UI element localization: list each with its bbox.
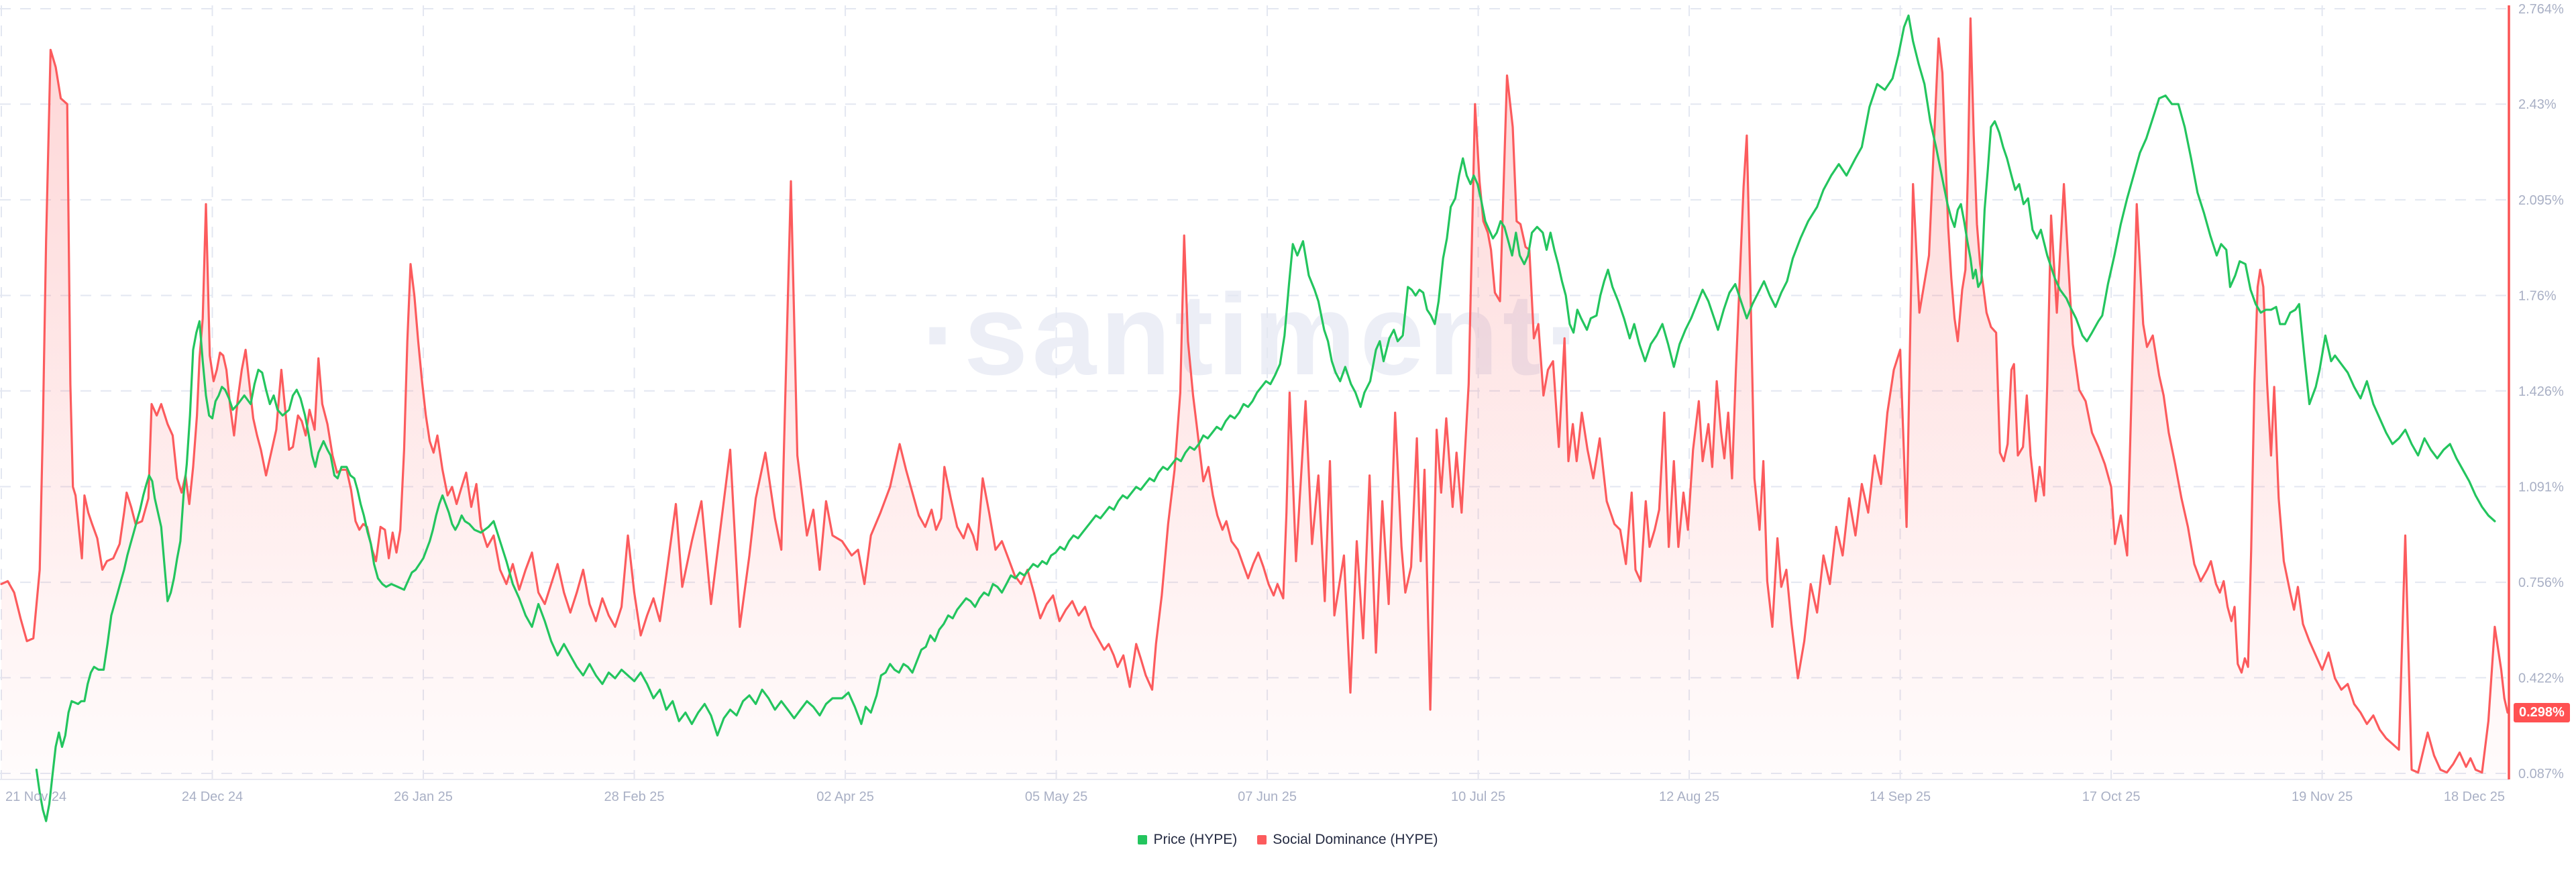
svg-text:0.087%: 0.087%	[2518, 767, 2564, 781]
svg-text:12 Aug 25: 12 Aug 25	[1659, 789, 1719, 804]
legend: Price (HYPE) Social Dominance (HYPE)	[0, 832, 2576, 848]
legend-label-price: Price (HYPE)	[1153, 832, 1238, 847]
svg-text:2.43%: 2.43%	[2518, 97, 2557, 112]
current-value-badge: 0.298%	[2514, 703, 2570, 723]
social-dominance-series-swatch-icon	[1257, 835, 1267, 844]
svg-text:1.091%: 1.091%	[2518, 480, 2564, 494]
svg-text:24 Dec 24: 24 Dec 24	[182, 789, 243, 804]
legend-item-price[interactable]: Price (HYPE)	[1138, 832, 1237, 848]
price-series-swatch-icon	[1138, 835, 1148, 844]
legend-label-social-dominance: Social Dominance (HYPE)	[1273, 832, 1438, 847]
svg-text:26 Jan 25: 26 Jan 25	[394, 789, 453, 804]
svg-text:10 Jul 25: 10 Jul 25	[1451, 789, 1505, 804]
svg-text:0.756%: 0.756%	[2518, 576, 2564, 590]
svg-text:19 Nov 25: 19 Nov 25	[2292, 789, 2353, 804]
svg-text:17 Oct 25: 17 Oct 25	[2082, 789, 2141, 804]
svg-text:07 Jun 25: 07 Jun 25	[1238, 789, 1297, 804]
svg-text:0.422%: 0.422%	[2518, 671, 2564, 686]
svg-text:2.764%: 2.764%	[2518, 2, 2564, 17]
svg-text:1.76%: 1.76%	[2518, 289, 2557, 304]
svg-text:02 Apr 25: 02 Apr 25	[816, 789, 874, 804]
svg-text:14 Sep 25: 14 Sep 25	[1870, 789, 1931, 804]
svg-text:2.095%: 2.095%	[2518, 193, 2564, 208]
svg-text:05 May 25: 05 May 25	[1025, 789, 1087, 804]
svg-text:18 Dec 25: 18 Dec 25	[2444, 789, 2505, 804]
legend-item-social-dominance[interactable]: Social Dominance (HYPE)	[1257, 832, 1438, 848]
svg-text:1.426%: 1.426%	[2518, 384, 2564, 399]
svg-text:28 Feb 25: 28 Feb 25	[604, 789, 664, 804]
svg-text:21 Nov 24: 21 Nov 24	[5, 789, 66, 804]
